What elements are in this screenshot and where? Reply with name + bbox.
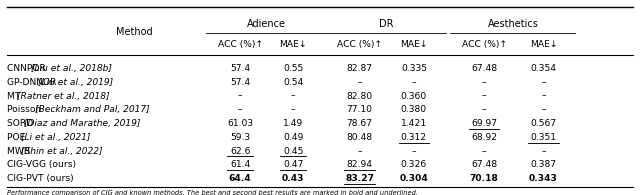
Text: 1.421: 1.421: [401, 119, 427, 128]
Text: –: –: [291, 92, 296, 101]
Text: –: –: [238, 92, 243, 101]
Text: 70.18: 70.18: [470, 174, 499, 183]
Text: 0.45: 0.45: [283, 147, 303, 156]
Text: 0.55: 0.55: [283, 64, 303, 73]
Text: 1.49: 1.49: [283, 119, 303, 128]
Text: 0.43: 0.43: [282, 174, 305, 183]
Text: MT: MT: [7, 92, 24, 101]
Text: 0.387: 0.387: [531, 160, 557, 169]
Text: POE: POE: [7, 133, 28, 142]
Text: ACC (%)↑: ACC (%)↑: [337, 40, 382, 49]
Text: –: –: [541, 147, 546, 156]
Text: GP-DNNOR: GP-DNNOR: [7, 78, 60, 87]
Text: ACC (%)↑: ACC (%)↑: [461, 40, 507, 49]
Text: –: –: [482, 147, 486, 156]
Text: 57.4: 57.4: [230, 64, 250, 73]
Text: CNNPOR: CNNPOR: [7, 64, 49, 73]
Text: 0.335: 0.335: [401, 64, 427, 73]
Text: DR: DR: [379, 19, 394, 29]
Text: –: –: [412, 147, 416, 156]
Text: 0.54: 0.54: [283, 78, 303, 87]
Text: 0.304: 0.304: [399, 174, 428, 183]
Text: 67.48: 67.48: [471, 160, 497, 169]
Text: MAE↓: MAE↓: [530, 40, 557, 49]
Text: Aesthetics: Aesthetics: [488, 19, 539, 29]
Text: 82.80: 82.80: [346, 92, 372, 101]
Text: 0.312: 0.312: [401, 133, 427, 142]
Text: 82.87: 82.87: [347, 64, 372, 73]
Text: [Li et al., 2021]: [Li et al., 2021]: [21, 133, 90, 142]
Text: 0.343: 0.343: [529, 174, 558, 183]
Text: –: –: [238, 105, 243, 114]
Text: 83.27: 83.27: [345, 174, 374, 183]
Text: 67.48: 67.48: [471, 64, 497, 73]
Text: –: –: [541, 78, 546, 87]
Text: –: –: [357, 78, 362, 87]
Text: 0.567: 0.567: [531, 119, 557, 128]
Text: 0.360: 0.360: [401, 92, 427, 101]
Text: –: –: [482, 78, 486, 87]
Text: 64.4: 64.4: [229, 174, 252, 183]
Text: [Diaz and Marathe, 2019]: [Diaz and Marathe, 2019]: [24, 119, 141, 128]
Text: –: –: [541, 92, 546, 101]
Text: –: –: [482, 105, 486, 114]
Text: CIG-VGG (ours): CIG-VGG (ours): [7, 160, 76, 169]
Text: ACC (%)↑: ACC (%)↑: [218, 40, 262, 49]
Text: 59.3: 59.3: [230, 133, 250, 142]
Text: MAE↓: MAE↓: [400, 40, 428, 49]
Text: 69.97: 69.97: [471, 119, 497, 128]
Text: Performance comparison of CIG and known methods. The best and second best result: Performance comparison of CIG and known …: [7, 190, 418, 195]
Text: Adience: Adience: [247, 19, 286, 29]
Text: 0.326: 0.326: [401, 160, 427, 169]
Text: 0.354: 0.354: [531, 64, 557, 73]
Text: –: –: [291, 105, 296, 114]
Text: 0.351: 0.351: [531, 133, 557, 142]
Text: –: –: [482, 92, 486, 101]
Text: –: –: [541, 105, 546, 114]
Text: MAE↓: MAE↓: [280, 40, 307, 49]
Text: 0.49: 0.49: [283, 133, 303, 142]
Text: Poisson: Poisson: [7, 105, 44, 114]
Text: CIG-PVT (ours): CIG-PVT (ours): [7, 174, 74, 183]
Text: 80.48: 80.48: [346, 133, 372, 142]
Text: 77.10: 77.10: [347, 105, 372, 114]
Text: [Beckham and Pal, 2017]: [Beckham and Pal, 2017]: [35, 105, 149, 114]
Text: 78.67: 78.67: [347, 119, 372, 128]
Text: MWR: MWR: [7, 147, 33, 156]
Text: 0.47: 0.47: [283, 160, 303, 169]
Text: Method: Method: [116, 27, 153, 37]
Text: 0.380: 0.380: [401, 105, 427, 114]
Text: [Liu et al., 2018b]: [Liu et al., 2018b]: [31, 64, 112, 73]
Text: [Shin et al., 2022]: [Shin et al., 2022]: [21, 147, 102, 156]
Text: –: –: [357, 147, 362, 156]
Text: 61.4: 61.4: [230, 160, 250, 169]
Text: [Liu et al., 2019]: [Liu et al., 2019]: [38, 78, 113, 87]
Text: [Ratner et al., 2018]: [Ratner et al., 2018]: [17, 92, 110, 101]
Text: –: –: [412, 78, 416, 87]
Text: 68.92: 68.92: [471, 133, 497, 142]
Text: 57.4: 57.4: [230, 78, 250, 87]
Text: 61.03: 61.03: [227, 119, 253, 128]
Text: 62.6: 62.6: [230, 147, 250, 156]
Text: SORD: SORD: [7, 119, 36, 128]
Text: 82.94: 82.94: [346, 160, 372, 169]
